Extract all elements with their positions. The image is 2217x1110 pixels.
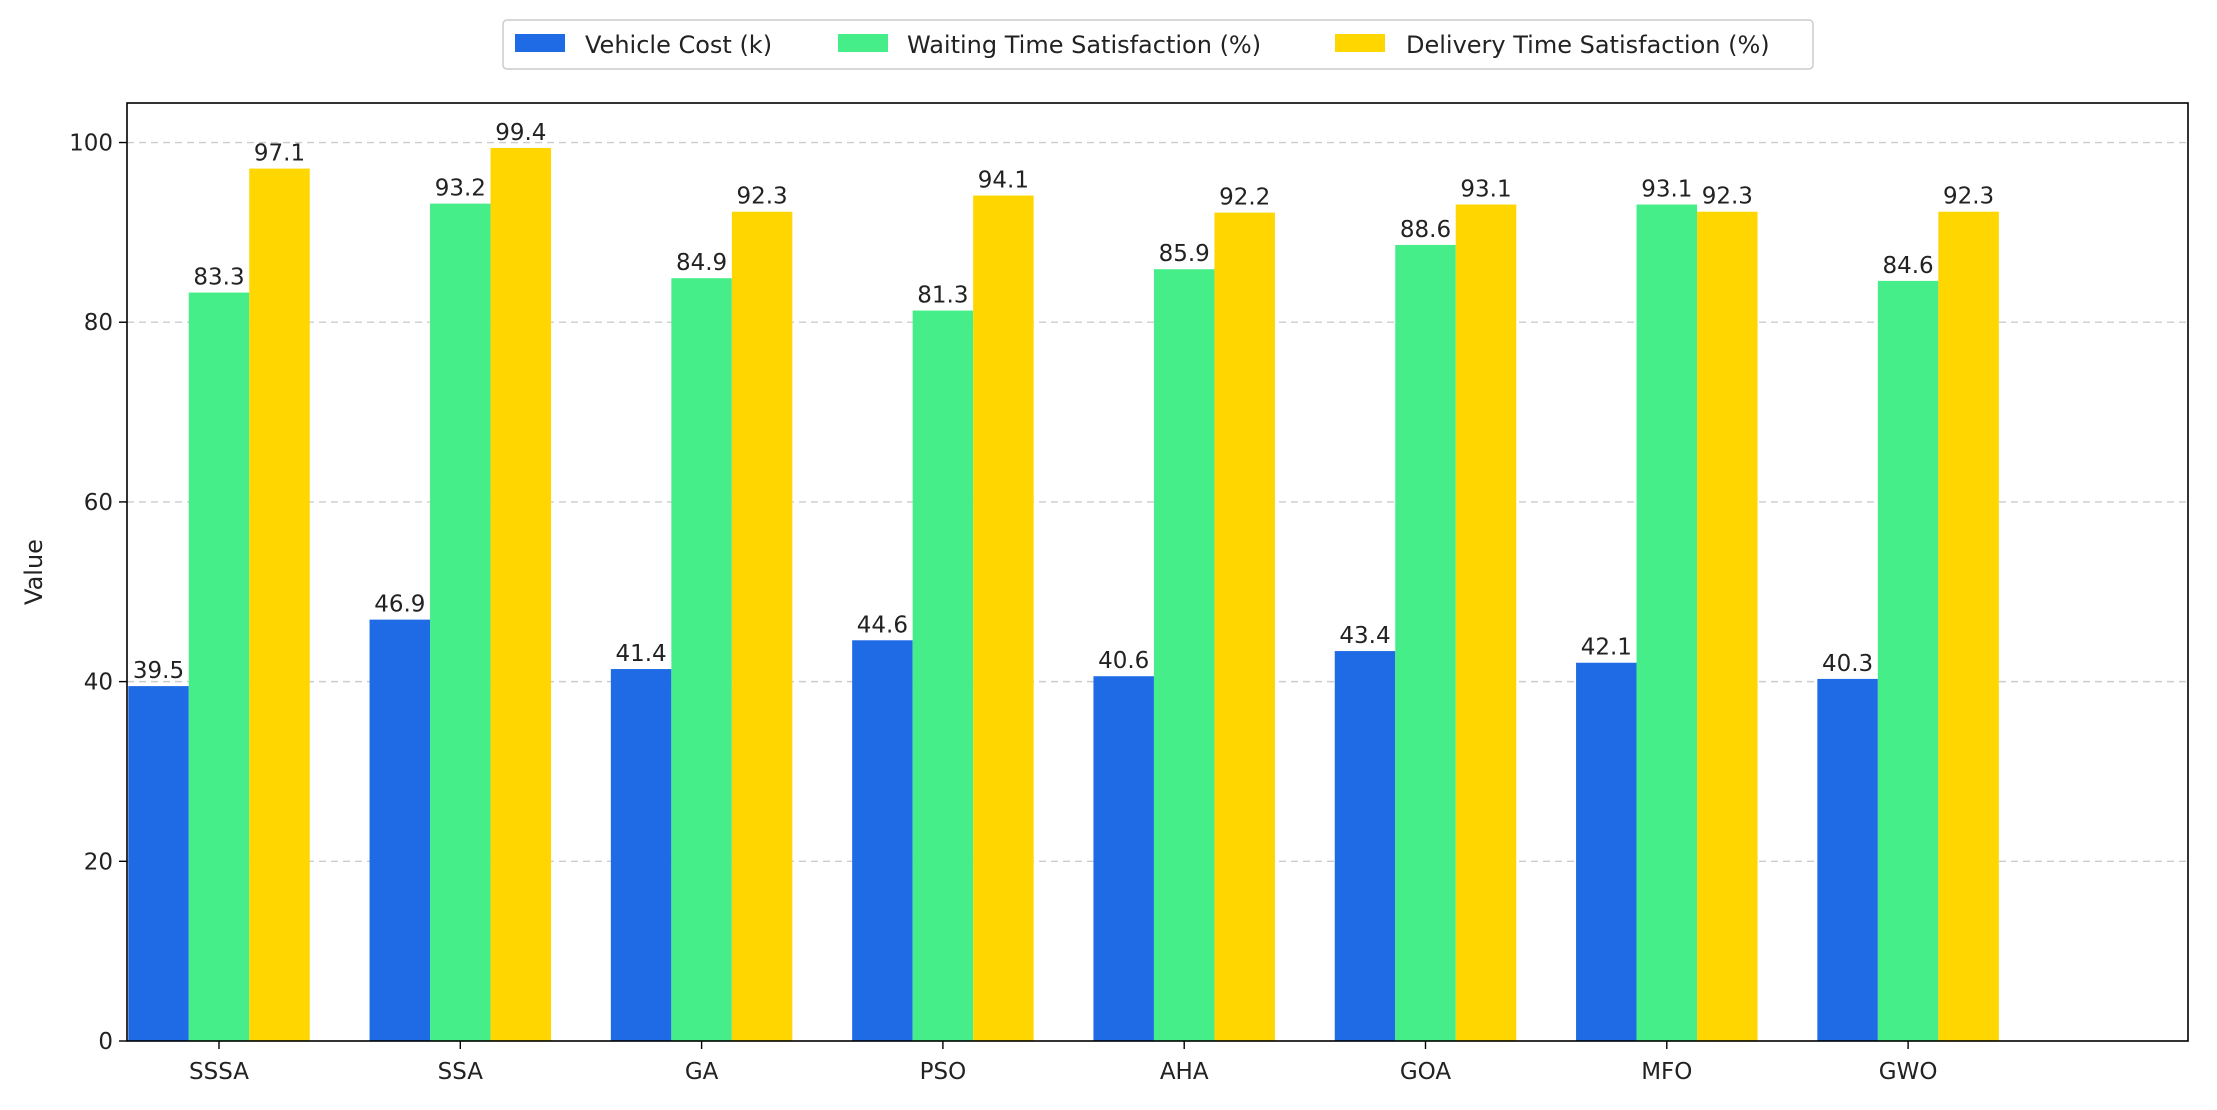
bar-sssa-series-3 [249, 168, 310, 1041]
y-tick-label: 40 [84, 670, 113, 696]
data-label: 83.3 [193, 265, 244, 291]
legend[interactable]: Vehicle Cost (k) Waiting Time Satisfactio… [502, 19, 1814, 70]
legend-label: Delivery Time Satisfaction (%) [1406, 31, 1770, 59]
data-label: 93.1 [1641, 177, 1692, 203]
bar-mfo-series-3 [1697, 211, 1758, 1042]
bar-pso-series-3 [973, 195, 1034, 1042]
legend-item-2[interactable]: Waiting Time Satisfaction (%) [838, 31, 1261, 59]
x-tick-label: PSO [920, 1059, 967, 1085]
data-label: 84.6 [1882, 253, 1933, 279]
bar-gwo-series-1 [1817, 678, 1878, 1041]
data-label: 94.1 [978, 168, 1029, 194]
y-tick-label: 0 [98, 1029, 113, 1055]
legend-label: Waiting Time Satisfaction (%) [907, 31, 1261, 59]
x-tick-label: GA [685, 1059, 719, 1085]
y-tick-label: 20 [84, 849, 113, 875]
plot-frame [126, 102, 2189, 1042]
bar-mfo-series-2 [1636, 204, 1698, 1041]
bar-ga-series-3 [731, 211, 793, 1042]
data-label: 46.9 [374, 592, 425, 618]
bar-mfo-series-1 [1576, 662, 1637, 1041]
bar-gwo-series-3 [1938, 211, 1999, 1042]
data-label: 92.3 [736, 184, 787, 210]
data-label: 97.1 [254, 141, 305, 167]
y-tick-label: 100 [69, 131, 113, 157]
bar-goa-series-2 [1395, 244, 1456, 1041]
y-tick-label: 60 [84, 490, 113, 516]
legend-swatch [838, 34, 888, 52]
legend-item-3[interactable]: Delivery Time Satisfaction (%) [1335, 31, 1770, 59]
data-label: 43.4 [1339, 623, 1390, 649]
data-label: 39.5 [133, 658, 184, 684]
bar-ssa-series-1 [369, 619, 431, 1041]
data-label: 93.2 [435, 176, 486, 202]
bar-ga-series-1 [610, 669, 672, 1041]
data-label: 85.9 [1159, 241, 1210, 267]
bar-sssa-series-2 [188, 292, 250, 1041]
bar-ssa-series-3 [490, 147, 552, 1042]
y-axis-title: Value [20, 539, 48, 605]
bar-sssa-series-1 [128, 686, 189, 1041]
x-axis: SSSA SSA GA PSO AHA GOA MFO GWO [189, 1041, 1937, 1085]
bar-ssa-series-2 [430, 203, 491, 1041]
data-label: 44.6 [857, 612, 908, 638]
data-label: 99.4 [495, 120, 546, 146]
data-label: 42.1 [1581, 635, 1632, 661]
data-label: 84.9 [676, 250, 727, 276]
y-axis: 0 20 40 60 80 100 [69, 131, 127, 1055]
data-label: 92.2 [1219, 185, 1270, 211]
bar-goa-series-3 [1455, 204, 1517, 1041]
data-label: 81.3 [917, 283, 968, 309]
data-label: 92.3 [1943, 184, 1994, 210]
data-label: 92.3 [1702, 184, 1753, 210]
bar-ga-series-2 [671, 278, 732, 1041]
legend-swatch [1335, 34, 1385, 52]
bar-aha-series-2 [1153, 269, 1215, 1042]
bar-aha-series-3 [1214, 212, 1275, 1041]
bars [128, 147, 1999, 1042]
x-tick-label: GWO [1879, 1059, 1938, 1085]
bar-pso-series-2 [912, 310, 974, 1041]
data-label: 41.4 [615, 641, 666, 667]
bar-goa-series-1 [1334, 651, 1396, 1041]
x-tick-label: SSSA [189, 1059, 249, 1085]
legend-swatch [515, 34, 565, 52]
data-label: 40.3 [1822, 651, 1873, 677]
x-tick-label: AHA [1160, 1059, 1209, 1085]
x-tick-label: GOA [1400, 1059, 1452, 1085]
legend-box [502, 19, 1814, 70]
x-tick-label: MFO [1641, 1059, 1692, 1085]
data-label: 88.6 [1400, 217, 1451, 243]
data-label: 40.6 [1098, 648, 1149, 674]
legend-label: Vehicle Cost (k) [585, 31, 772, 59]
data-label: 93.1 [1460, 177, 1511, 203]
data-labels: 39.5 83.3 97.1 46.9 93.2 99.4 41.4 84.9 92.3 44.6… [133, 120, 1994, 684]
bar-aha-series-1 [1093, 676, 1154, 1041]
y-tick-label: 80 [84, 310, 113, 336]
bar-pso-series-1 [852, 640, 913, 1041]
legend-items: Vehicle Cost (k) Waiting Time Satisfactio… [515, 31, 1770, 59]
x-tick-label: SSA [438, 1059, 484, 1085]
legend-item-1[interactable]: Vehicle Cost (k) [515, 31, 772, 59]
bar-gwo-series-2 [1877, 280, 1939, 1041]
